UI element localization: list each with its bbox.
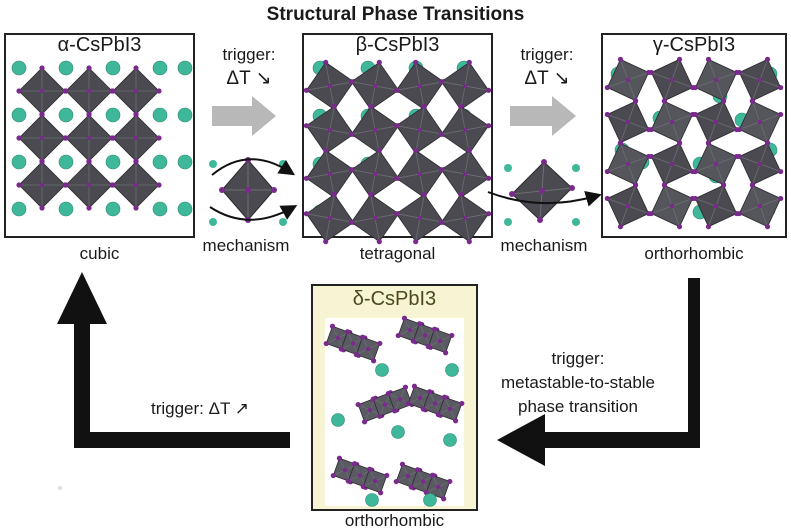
delta-alpha-trigger-label: trigger: ΔT ↗ bbox=[150, 399, 250, 418]
rotation-arrow-icon bbox=[209, 205, 298, 221]
alpha-beta-trigger-label: trigger: bbox=[222, 45, 276, 64]
beta-phase-label: β-CsPbI3 bbox=[355, 34, 440, 56]
gamma-delta-trigger-line3: phase transition bbox=[517, 397, 639, 416]
delta-phase-label: δ-CsPbI3 bbox=[352, 288, 437, 310]
delta-crystal-system: orthorhombic bbox=[344, 511, 445, 530]
arrow-gamma-to-delta bbox=[497, 278, 700, 466]
cooling-arrow-beta-gamma bbox=[510, 96, 576, 136]
beta-crystal-structure bbox=[303, 59, 492, 245]
alpha-crystal-structure bbox=[11, 60, 193, 217]
arrow-delta-to-alpha bbox=[57, 272, 290, 448]
mechanism-rotation-alpha-beta bbox=[209, 157, 298, 226]
gamma-crystal-structure bbox=[604, 56, 784, 230]
beta-gamma-trigger-label: trigger: bbox=[520, 45, 574, 64]
alpha-beta-trigger-delta: ΔT ↘ bbox=[226, 68, 272, 89]
cooling-arrow-alpha-beta bbox=[212, 96, 276, 136]
diagram-title: Structural Phase Transitions bbox=[266, 4, 525, 25]
alpha-beta-mechanism-label: mechanism bbox=[202, 236, 290, 255]
beta-crystal-system: tetragonal bbox=[359, 244, 436, 263]
gamma-crystal-system: orthorhombic bbox=[644, 244, 744, 263]
alpha-crystal-system: cubic bbox=[79, 244, 120, 263]
gamma-phase-label: γ-CsPbI3 bbox=[652, 34, 736, 56]
delta-crystal-structure bbox=[323, 315, 465, 507]
speck bbox=[58, 486, 62, 490]
gamma-delta-trigger-line1: trigger: bbox=[551, 349, 605, 368]
gamma-delta-trigger-line2: metastable-to-stable bbox=[500, 373, 656, 392]
tilt-arrow-icon bbox=[487, 191, 602, 207]
beta-gamma-trigger-delta: ΔT ↘ bbox=[524, 68, 570, 89]
mechanism-tilt-beta-gamma bbox=[487, 159, 602, 226]
beta-gamma-mechanism-label: mechanism bbox=[500, 236, 588, 255]
alpha-phase-label: α-CsPbI3 bbox=[57, 34, 142, 56]
rotation-arrow-icon bbox=[211, 158, 296, 176]
